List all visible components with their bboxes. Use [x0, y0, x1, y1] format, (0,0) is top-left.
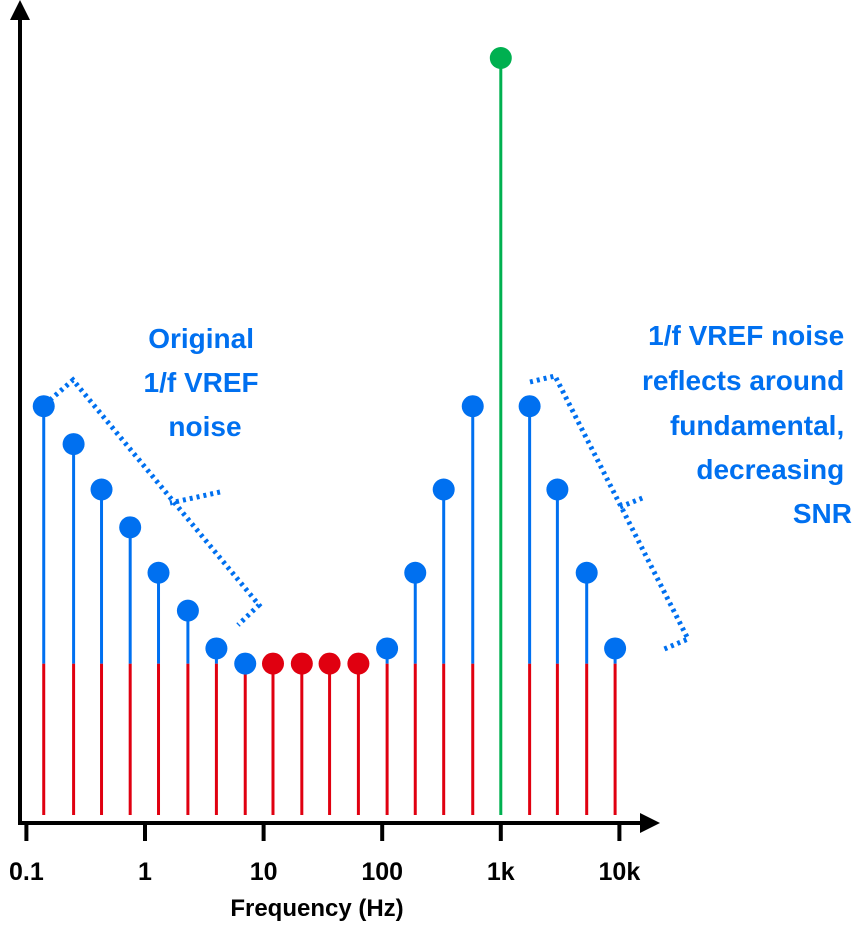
noise-point: [575, 561, 598, 584]
noise-point: [518, 395, 541, 418]
x-tick-label: 10: [250, 858, 278, 886]
x-axis-arrow: [640, 813, 660, 833]
noise-point: [461, 395, 484, 418]
noise-floor-point: [318, 652, 341, 675]
right-annotation: 1/f VREF noise reflects around fundament…: [642, 320, 852, 529]
noise-point: [376, 637, 399, 660]
y-axis-arrow: [10, 0, 30, 20]
x-tick-label: 1k: [487, 858, 515, 886]
noise-point: [432, 478, 455, 501]
left-annotation: Original 1/f VREF noise: [144, 323, 267, 442]
noise-point: [62, 433, 85, 456]
x-ticks: [24, 823, 622, 841]
noise-point: [176, 599, 199, 622]
noise-point: [546, 478, 569, 501]
x-tick-label: 0.1: [9, 858, 44, 886]
noise-point: [90, 478, 113, 501]
noise-floor-point: [261, 652, 284, 675]
x-tick-label: 100: [361, 858, 403, 886]
right-bracket: [529, 373, 692, 653]
x-tick-label: 10k: [599, 858, 641, 886]
left-bracket: [48, 376, 263, 627]
noise-point: [32, 395, 55, 418]
noise-point: [604, 637, 627, 660]
noise-point: [205, 637, 228, 660]
x-axis-title: Frequency (Hz): [230, 895, 403, 922]
stem-group: [42, 58, 617, 815]
marker-group: [32, 47, 627, 675]
fundamental-point: [489, 47, 512, 69]
noise-point: [234, 652, 257, 675]
noise-floor-point: [290, 652, 313, 675]
noise-floor-point: [347, 652, 370, 675]
noise-point: [147, 561, 170, 584]
x-tick-label: 1: [138, 858, 152, 886]
x-tick-labels: 0.1 1 10 100 1k 10k: [9, 858, 640, 886]
noise-point: [119, 516, 142, 539]
noise-point: [404, 561, 427, 584]
